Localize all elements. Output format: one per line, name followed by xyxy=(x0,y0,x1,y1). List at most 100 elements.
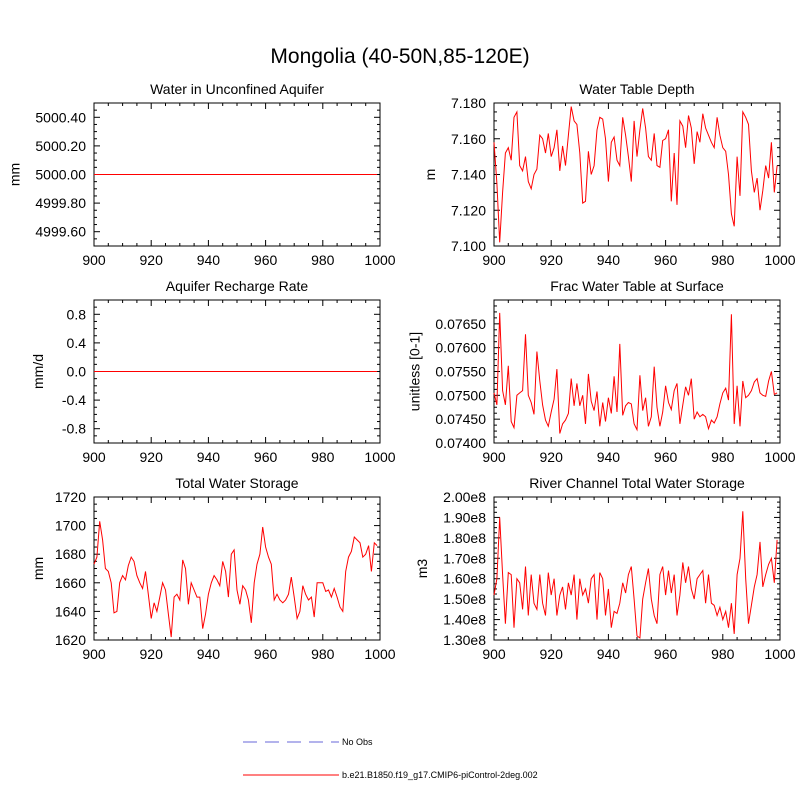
x-tick-label: 1000 xyxy=(764,646,795,662)
plot-frame xyxy=(493,102,781,247)
x-tick-label: 980 xyxy=(711,252,735,268)
y-tick-label: 1.60e8 xyxy=(443,571,486,587)
chart-panel-water-table-depth: 900 920 940 960 980 1000 7.100 7.120 7.140 7.160 7… xyxy=(422,81,796,268)
x-tick-label: 1000 xyxy=(764,252,795,268)
plot-frame xyxy=(493,496,781,641)
y-tick-label: 0.07400 xyxy=(435,435,486,451)
x-tick-label: 1000 xyxy=(364,252,395,268)
y-tick-label: 0.07500 xyxy=(435,387,486,403)
y-tick-label: 4999.80 xyxy=(35,195,86,211)
y-tick-label: 7.100 xyxy=(451,238,486,254)
x-tick-label: 920 xyxy=(540,252,564,268)
plot-frame xyxy=(93,496,381,641)
x-tick-label: 960 xyxy=(654,646,678,662)
y-tick-label: 1720 xyxy=(55,489,86,505)
chart-panel-aquifer-recharge-rate: 900 920 940 960 980 1000 -0.8 -0.4 0.0 0.4 0.8 Aqui… xyxy=(30,278,396,465)
y-tick-label: 5000.20 xyxy=(35,138,86,154)
legend-label-no-obs: No Obs xyxy=(342,737,373,747)
y-tick-label: 1680 xyxy=(55,546,86,562)
panel-title: Water Table Depth xyxy=(579,81,694,97)
x-tick-label: 1000 xyxy=(364,449,395,465)
y-axis-label: unitless [0-1] xyxy=(406,332,422,411)
y-tick-label: -0.4 xyxy=(62,392,86,408)
y-tick-label: 7.140 xyxy=(451,167,486,183)
x-tick-label: 920 xyxy=(540,449,564,465)
y-tick-label: 1.70e8 xyxy=(443,550,486,566)
x-tick-label: 960 xyxy=(254,252,278,268)
panel-title: River Channel Total Water Storage xyxy=(529,475,745,491)
x-tick-label: 920 xyxy=(140,252,164,268)
y-tick-label: 0.4 xyxy=(67,335,87,351)
x-tick-label: 960 xyxy=(254,646,278,662)
x-tick-label: 900 xyxy=(82,646,106,662)
y-tick-label: 2.00e8 xyxy=(443,489,486,505)
y-tick-label: 5000.40 xyxy=(35,109,86,125)
panel-title: Water in Unconfined Aquifer xyxy=(150,81,324,97)
x-tick-label: 1000 xyxy=(364,646,395,662)
x-tick-label: 960 xyxy=(654,252,678,268)
y-tick-label: 0.07550 xyxy=(435,364,486,380)
series-line xyxy=(93,521,378,638)
x-tick-label: 940 xyxy=(197,252,221,268)
legend-label-model: b.e21.B1850.f19_g17.CMIP6-piControl-2deg… xyxy=(342,770,538,780)
x-tick-label: 920 xyxy=(140,646,164,662)
chart-panel-river-channel-total-water-storage: 900 920 940 960 980 1000 1.30e8 1.40e8 1.50e8 1.6… xyxy=(414,475,796,662)
y-tick-label: 0.8 xyxy=(67,306,87,322)
panel-title: Aquifer Recharge Rate xyxy=(166,278,309,294)
y-tick-label: 1.50e8 xyxy=(443,591,486,607)
y-axis-label: mm xyxy=(6,163,22,186)
y-tick-label: 0.07450 xyxy=(435,411,486,427)
y-axis-label: m3 xyxy=(414,559,430,579)
x-tick-label: 980 xyxy=(711,646,735,662)
figure-title: Mongolia (40-50N,85-120E) xyxy=(270,45,529,68)
x-tick-label: 940 xyxy=(597,449,621,465)
legend: No Obs b.e21.B1850.f19_g17.CMIP6-piContr… xyxy=(243,737,538,780)
y-axis-label: m xyxy=(422,169,438,181)
x-tick-label: 960 xyxy=(654,449,678,465)
y-tick-label: 1660 xyxy=(55,575,86,591)
x-tick-label: 900 xyxy=(482,252,506,268)
y-tick-label: 1.80e8 xyxy=(443,530,486,546)
x-tick-label: 900 xyxy=(82,252,106,268)
y-tick-label: 0.07600 xyxy=(435,340,486,356)
panel-title: Total Water Storage xyxy=(175,475,298,491)
y-axis-label: mm/d xyxy=(30,354,46,389)
y-tick-label: 1.90e8 xyxy=(443,509,486,525)
x-tick-label: 980 xyxy=(311,252,335,268)
x-tick-label: 960 xyxy=(254,449,278,465)
y-tick-label: 7.180 xyxy=(451,95,486,111)
y-tick-label: 4999.60 xyxy=(35,224,86,240)
x-tick-label: 1000 xyxy=(764,449,795,465)
x-tick-label: 900 xyxy=(482,646,506,662)
x-tick-label: 980 xyxy=(711,449,735,465)
x-tick-label: 980 xyxy=(311,646,335,662)
y-tick-label: 0.07650 xyxy=(435,316,486,332)
x-tick-label: 940 xyxy=(197,449,221,465)
chart-panel-water-in-unconfined-aquifer: 900 920 940 960 980 1000 4999.60 4999.80 5000.00… xyxy=(6,81,395,268)
y-tick-label: 0.0 xyxy=(67,364,87,380)
y-tick-label: 1.40e8 xyxy=(443,612,486,628)
x-tick-label: 920 xyxy=(540,646,564,662)
y-tick-label: -0.8 xyxy=(62,421,86,437)
y-tick-label: 1700 xyxy=(55,518,86,534)
x-tick-label: 940 xyxy=(597,252,621,268)
y-tick-label: 5000.00 xyxy=(35,167,86,183)
y-tick-label: 7.120 xyxy=(451,202,486,218)
x-tick-label: 900 xyxy=(82,449,106,465)
series-line xyxy=(493,511,778,639)
y-tick-label: 1640 xyxy=(55,603,86,619)
y-tick-label: 1620 xyxy=(55,632,86,648)
chart-panel-total-water-storage: 900 920 940 960 980 1000 1620 1640 1660 1680 1700 1… xyxy=(30,475,396,662)
x-tick-label: 940 xyxy=(197,646,221,662)
x-tick-label: 920 xyxy=(140,449,164,465)
series-line xyxy=(493,106,778,243)
chart-panels: 900 920 940 960 980 1000 4999.60 4999.80 5000.00… xyxy=(6,81,795,662)
x-tick-label: 900 xyxy=(482,449,506,465)
panel-title: Frac Water Table at Surface xyxy=(550,278,724,294)
chart-panel-frac-water-table-at-surface: 900 920 940 960 980 1000 0.07400 0.07450 0.07500… xyxy=(406,278,795,465)
y-tick-label: 7.160 xyxy=(451,131,486,147)
x-tick-label: 980 xyxy=(311,449,335,465)
x-tick-label: 940 xyxy=(597,646,621,662)
y-axis-label: mm xyxy=(30,557,46,580)
